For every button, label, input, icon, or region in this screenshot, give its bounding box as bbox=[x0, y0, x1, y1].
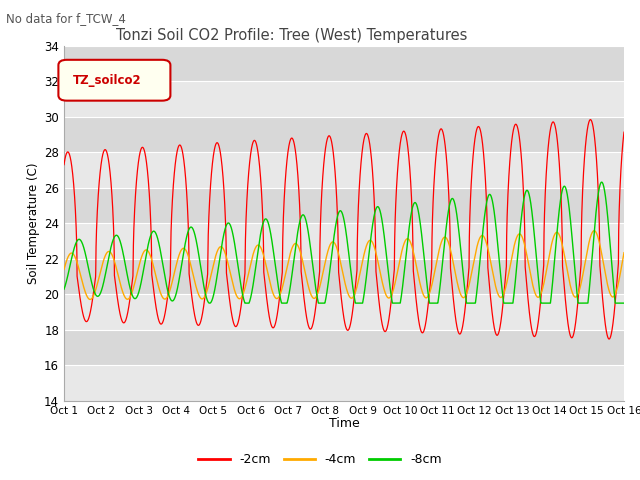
-2cm bbox=[605, 336, 613, 342]
-8cm bbox=[620, 300, 628, 306]
Bar bbox=[64, 294, 624, 330]
Text: Tonzi Soil CO2 Profile: Tree (West) Temperatures: Tonzi Soil CO2 Profile: Tree (West) Temp… bbox=[116, 28, 467, 43]
-4cm bbox=[567, 285, 575, 291]
-2cm bbox=[180, 158, 188, 164]
-2cm bbox=[399, 130, 406, 135]
-2cm bbox=[60, 162, 68, 168]
-8cm bbox=[409, 204, 417, 210]
-2cm bbox=[586, 117, 594, 122]
-4cm bbox=[399, 245, 406, 251]
-2cm bbox=[216, 150, 224, 156]
-4cm bbox=[409, 246, 417, 252]
Line: -4cm: -4cm bbox=[64, 231, 624, 300]
-8cm bbox=[598, 179, 605, 185]
-4cm bbox=[180, 246, 188, 252]
-8cm bbox=[180, 248, 188, 253]
Bar bbox=[64, 117, 624, 152]
X-axis label: Time: Time bbox=[328, 417, 360, 430]
-4cm bbox=[60, 266, 68, 272]
-8cm bbox=[620, 300, 628, 306]
Bar bbox=[64, 152, 624, 188]
-8cm bbox=[205, 300, 213, 306]
Bar bbox=[64, 330, 624, 365]
FancyBboxPatch shape bbox=[58, 60, 170, 101]
Text: TZ_soilco2: TZ_soilco2 bbox=[72, 74, 141, 87]
-4cm bbox=[217, 244, 225, 250]
-2cm bbox=[620, 131, 628, 136]
Text: No data for f_TCW_4: No data for f_TCW_4 bbox=[6, 12, 126, 25]
-8cm bbox=[567, 222, 575, 228]
-8cm bbox=[399, 282, 406, 288]
-2cm bbox=[620, 129, 628, 135]
-2cm bbox=[567, 334, 575, 340]
-2cm bbox=[408, 219, 416, 225]
Line: -8cm: -8cm bbox=[64, 182, 624, 303]
-4cm bbox=[620, 250, 628, 256]
-4cm bbox=[620, 251, 628, 256]
Y-axis label: Soil Temperature (C): Soil Temperature (C) bbox=[27, 162, 40, 284]
Bar bbox=[64, 188, 624, 223]
Bar bbox=[64, 81, 624, 117]
-8cm bbox=[60, 286, 68, 292]
Bar bbox=[64, 365, 624, 401]
-4cm bbox=[86, 297, 94, 302]
Line: -2cm: -2cm bbox=[64, 120, 624, 339]
Legend: -2cm, -4cm, -8cm: -2cm, -4cm, -8cm bbox=[193, 448, 447, 471]
Bar bbox=[64, 46, 624, 81]
Bar bbox=[64, 223, 624, 259]
-8cm bbox=[217, 251, 225, 256]
Bar bbox=[64, 259, 624, 294]
-4cm bbox=[590, 228, 598, 234]
